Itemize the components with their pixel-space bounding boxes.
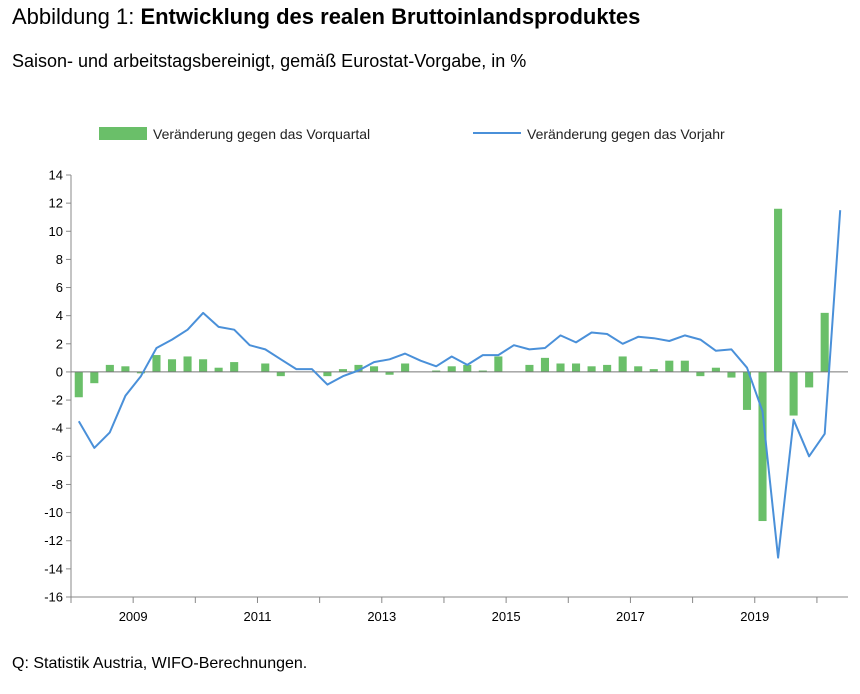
bar-vorquartal <box>152 355 161 372</box>
bar-vorquartal <box>758 371 767 522</box>
legend-swatch-bar <box>99 127 147 140</box>
bar-vorquartal <box>121 366 130 372</box>
source-note: Q: Statistik Austria, WIFO-Berechnungen. <box>12 655 308 672</box>
y-tick-label: -16 <box>44 590 63 605</box>
y-tick-label: 12 <box>49 196 63 211</box>
y-tick-label: 14 <box>49 168 63 183</box>
bar-vorquartal <box>463 364 472 372</box>
x-tick-label: 2009 <box>119 609 148 624</box>
bar-vorquartal <box>789 371 798 416</box>
y-tick-label: 8 <box>56 252 63 267</box>
bar-vorquartal <box>432 370 441 372</box>
bar-vorquartal <box>696 371 705 377</box>
chart-title-main: Entwicklung des realen Bruttoinlandsprod… <box>140 4 641 29</box>
bar-vorquartal <box>742 371 752 410</box>
bar-vorquartal <box>105 364 114 372</box>
x-tick-label: 2011 <box>243 609 271 624</box>
gdp-chart: Veränderung gegen das Vorquartal Veränder… <box>44 126 848 624</box>
legend-label-bar: Veränderung gegen das Vorquartal <box>153 126 370 142</box>
bar-vorquartal <box>820 312 829 372</box>
bar-vorquartal <box>167 359 177 372</box>
bar-vorquartal <box>649 369 658 372</box>
bar-vorquartal <box>805 371 814 388</box>
bar-vorquartal <box>261 363 270 372</box>
bar-vorquartal <box>711 367 720 372</box>
x-tick-label: 2013 <box>367 609 396 624</box>
bar-vorquartal <box>680 360 689 372</box>
bar-vorquartal <box>74 371 83 398</box>
bar-vorquartal <box>587 366 596 372</box>
y-tick-label: -4 <box>51 421 63 436</box>
bar-vorquartal <box>525 364 534 372</box>
chart-title: Abbildung 1: Entwicklung des realen Brut… <box>12 4 640 30</box>
bar-vorquartal <box>385 371 394 375</box>
y-tick-label: -14 <box>44 561 63 576</box>
bar-vorquartal <box>199 359 208 372</box>
bar-vorquartal <box>338 369 347 372</box>
bar-vorquartal <box>540 357 550 372</box>
bar-vorquartal <box>478 370 487 372</box>
y-tick-label: -12 <box>44 533 63 548</box>
bar-vorquartal <box>727 371 736 378</box>
bar-vorquartal <box>276 371 285 377</box>
y-tick-label: 0 <box>56 364 63 379</box>
legend-label-line: Veränderung gegen das Vorjahr <box>527 126 725 142</box>
y-tick-label: -8 <box>51 477 63 492</box>
bar-vorquartal <box>774 208 783 372</box>
bar-vorquartal <box>572 363 581 372</box>
bar-vorquartal <box>90 371 99 384</box>
x-tick-label: 2015 <box>492 609 521 624</box>
bar-vorquartal <box>323 371 332 377</box>
bar-vorquartal <box>369 366 379 372</box>
bar-vorquartal <box>354 364 363 372</box>
y-tick-label: 2 <box>56 336 63 351</box>
chart-title-prefix: Abbildung 1: <box>12 4 141 29</box>
y-tick-label: -6 <box>51 449 63 464</box>
bar-vorquartal <box>401 363 410 372</box>
line-vorjahr <box>77 210 842 559</box>
bar-vorquartal <box>447 366 456 372</box>
bar-vorquartal <box>230 362 239 372</box>
x-tick-label: 2017 <box>616 609 645 624</box>
bar-vorquartal <box>494 356 503 372</box>
y-tick-label: -2 <box>51 393 63 408</box>
y-tick-label: -10 <box>44 505 63 520</box>
bar-vorquartal <box>183 356 192 372</box>
bar-vorquartal <box>556 363 565 372</box>
chart-subtitle: Saison- und arbeitstagsbereinigt, gemäß … <box>12 51 527 71</box>
x-tick-label: 2019 <box>740 609 769 624</box>
bar-vorquartal <box>634 366 643 372</box>
y-tick-label: 4 <box>56 308 63 323</box>
bar-vorquartal <box>665 360 674 372</box>
bar-vorquartal <box>136 371 145 374</box>
bar-vorquartal <box>618 356 627 372</box>
bar-vorquartal <box>603 364 612 372</box>
bar-vorquartal <box>214 367 223 372</box>
y-tick-label: 10 <box>49 224 63 239</box>
y-tick-label: 6 <box>56 280 63 295</box>
